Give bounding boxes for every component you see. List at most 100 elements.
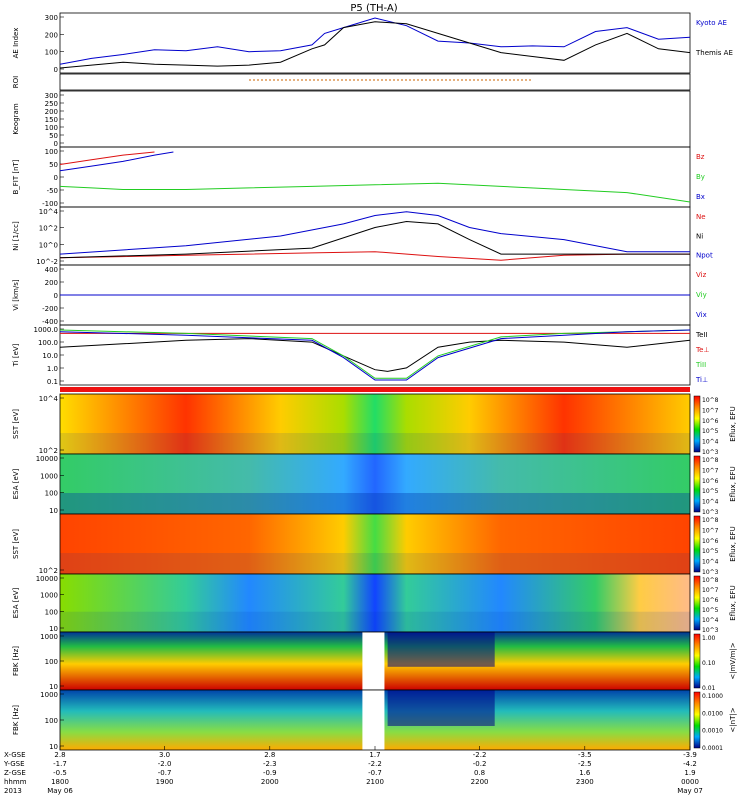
x-tick-label: -0.7: [158, 769, 172, 777]
x-tick-label: 3.0: [159, 751, 170, 759]
y-tick-label: 10^4: [39, 395, 59, 403]
x-tick-label: -3.5: [578, 751, 592, 759]
colorbar-tick: 0.1000: [702, 693, 723, 700]
legend-entry: Bz: [696, 153, 705, 161]
y-tick-label: 1.0: [47, 365, 58, 373]
separator-bar: [60, 387, 690, 392]
y-tick-label: 10000: [36, 455, 58, 463]
x-tick-label: 0000: [681, 778, 699, 786]
x-tick-label: 1.9: [684, 769, 695, 777]
panel-frame: [59, 146, 691, 208]
panel-ylabel: Vi [km/s]: [12, 279, 20, 310]
panel-frame: [59, 90, 691, 148]
colorbar-4: [693, 633, 701, 689]
spectrogram-band-3: [60, 611, 690, 632]
panel-ylabel: ESA [eV]: [12, 587, 20, 618]
y-tick-label: 100: [45, 717, 58, 725]
panel-ylabel: Ti [eV]: [12, 343, 20, 367]
x-axis-row-label: X-GSE: [4, 751, 26, 759]
series-line-By: [59, 182, 691, 203]
y-tick-label: 100.0: [38, 339, 58, 347]
series-line-Ni: [59, 220, 690, 259]
colorbar-label: <|nT|>: [729, 707, 737, 732]
colorbar-tick: 10^8: [702, 577, 719, 584]
x-tick-label: 2.8: [54, 751, 65, 759]
legend-entry: Te⊥: [695, 346, 710, 354]
x-tick-label: 1900: [156, 778, 174, 786]
colorbar-tick: 0.01: [702, 685, 716, 692]
y-tick-label: 10.0: [42, 352, 58, 360]
panel-ylabel: ESA [eV]: [12, 468, 20, 499]
series-line-TiII: [59, 329, 691, 379]
colorbar-tick: 0.0001: [702, 745, 723, 752]
series-line-Themis AE: [59, 21, 691, 69]
x-tick-label: -0.9: [263, 769, 277, 777]
colorbar-tick: 1.00: [702, 635, 716, 642]
y-tick-label: 10^-2: [36, 258, 58, 266]
x-tick-label: May 07: [677, 787, 703, 795]
series-line-Bx: [59, 151, 174, 172]
x-tick-label: -2.0: [158, 760, 172, 768]
y-tick-label: -50: [47, 187, 58, 195]
y-tick-label: 0: [54, 66, 58, 74]
y-tick-label: 100: [45, 490, 58, 498]
panel-ylabel: Ni [1/cc]: [12, 221, 20, 251]
fbk-gap-1: [362, 690, 385, 750]
panel-frame: [59, 12, 691, 74]
colorbar-tick: 10^5: [702, 488, 719, 495]
panel-ylabel: B_FIT [nT]: [12, 159, 20, 194]
panel-ylabel: SST [eV]: [12, 409, 20, 439]
colorbar-tick: 10^8: [702, 517, 719, 524]
plot-title: P5 (TH-A): [350, 3, 397, 14]
y-tick-label: 1000: [40, 633, 58, 641]
colorbar-1: [693, 455, 701, 513]
panel-ylabel: FBK [Hz]: [12, 646, 20, 676]
spectrogram-2: [60, 514, 690, 574]
colorbar-tick: 10^5: [702, 607, 719, 614]
x-tick-label: 2.8: [264, 751, 275, 759]
legend-entry: Viy: [696, 291, 707, 299]
x-axis-row-label: Y-GSE: [3, 760, 25, 768]
series-line-Kyoto AE: [59, 17, 691, 65]
y-tick-label: 10: [49, 507, 58, 515]
y-tick-label: 400: [45, 266, 58, 274]
x-tick-label: 0.8: [474, 769, 485, 777]
y-tick-label: 0.1: [47, 378, 58, 386]
y-tick-label: 50: [49, 132, 58, 140]
y-tick-label: 100: [45, 124, 58, 132]
legend-entry: By: [696, 173, 705, 181]
colorbar-tick: 10^7: [702, 587, 719, 594]
y-tick-label: 200: [45, 108, 58, 116]
colorbar-tick: 0.0100: [702, 710, 723, 717]
colorbar-tick: 10^5: [702, 428, 719, 435]
colorbar-tick: 10^3: [702, 569, 719, 576]
legend-entry: Ti⊥: [695, 376, 708, 384]
colorbar-tick: 10^5: [702, 548, 719, 555]
legend-entry: Ne: [696, 213, 706, 221]
y-tick-label: 10^4: [39, 208, 59, 216]
colorbar-tick: 10^4: [702, 617, 719, 624]
panel-ylabel: FBK [Hz]: [12, 705, 20, 735]
x-tick-label: -2.5: [578, 760, 592, 768]
y-tick-label: -100: [42, 200, 58, 208]
colorbar-tick: 10^3: [702, 509, 719, 516]
panel-ylabel: SST [eV]: [12, 529, 20, 559]
y-tick-label: -200: [42, 305, 58, 313]
y-tick-label: 10^0: [39, 241, 58, 249]
panel-ylabel: AE Index: [12, 28, 20, 59]
y-tick-label: 1000: [40, 592, 58, 600]
x-tick-label: 1800: [51, 778, 69, 786]
spectrogram-band-1: [60, 493, 690, 514]
y-tick-label: 300: [45, 92, 58, 100]
y-tick-label: 10^2: [39, 225, 58, 233]
x-tick-label: -2.3: [263, 760, 277, 768]
colorbar-5: [693, 691, 701, 749]
x-tick-label: -2.2: [473, 751, 487, 759]
x-tick-label: 1.6: [579, 769, 591, 777]
colorbar-label: Eflux, EFU: [729, 585, 737, 620]
colorbar-tick: 10^8: [702, 457, 719, 464]
y-tick-label: 250: [45, 100, 58, 108]
y-tick-label: 10000: [36, 575, 58, 583]
y-tick-label: 1000.0: [34, 326, 59, 334]
